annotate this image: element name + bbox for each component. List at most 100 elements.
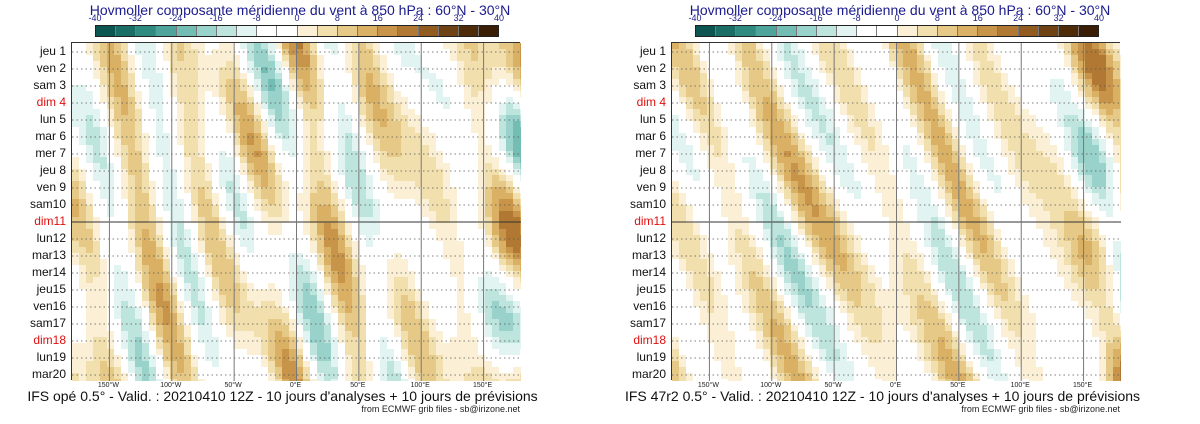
field-cell [394, 109, 401, 115]
field-cell [310, 379, 317, 381]
field-cell [492, 259, 499, 265]
field-cell [324, 133, 331, 139]
field-cell [261, 235, 268, 241]
field-cell [485, 295, 492, 301]
field-cell [289, 301, 296, 307]
field-cell [436, 295, 443, 301]
field-cell [401, 289, 408, 295]
field-cell [959, 103, 966, 109]
field-cell [324, 361, 331, 367]
field-cell [275, 163, 282, 169]
field-cell [72, 193, 79, 199]
field-cell [443, 61, 450, 67]
field-cell [840, 103, 847, 109]
field-cell [917, 85, 924, 91]
field-cell [226, 325, 233, 331]
field-cell [471, 241, 478, 247]
field-cell [485, 319, 492, 325]
field-cell [296, 241, 303, 247]
field-cell [380, 91, 387, 97]
field-cell [142, 55, 149, 61]
field-cell [219, 373, 226, 379]
field-cell [72, 169, 79, 175]
field-cell [1092, 73, 1099, 79]
field-cell [1015, 55, 1022, 61]
field-cell [310, 271, 317, 277]
field-cell [686, 55, 693, 61]
field-cell [924, 145, 931, 151]
field-cell [924, 121, 931, 127]
field-cell [156, 379, 163, 381]
field-cell [401, 175, 408, 181]
field-cell [394, 211, 401, 217]
field-cell [163, 199, 170, 205]
field-cell [380, 265, 387, 271]
field-cell [226, 91, 233, 97]
field-cell [128, 103, 135, 109]
field-cell [366, 85, 373, 91]
field-cell [303, 127, 310, 133]
field-cell [107, 253, 114, 259]
field-cell [86, 343, 93, 349]
field-cell [464, 91, 471, 97]
field-cell [149, 151, 156, 157]
field-cell [380, 373, 387, 379]
field-cell [275, 85, 282, 91]
field-cell [436, 157, 443, 163]
field-cell [240, 199, 247, 205]
field-cell [219, 205, 226, 211]
field-cell [303, 265, 310, 271]
field-cell [93, 97, 100, 103]
field-cell [170, 127, 177, 133]
field-cell [903, 139, 910, 145]
field-cell [261, 181, 268, 187]
field-cell [254, 163, 261, 169]
field-cell [282, 151, 289, 157]
field-cell [492, 157, 499, 163]
field-cell [149, 49, 156, 55]
field-cell [100, 343, 107, 349]
field-cell [282, 217, 289, 223]
field-cell [289, 313, 296, 319]
field-cell [338, 91, 345, 97]
field-cell [966, 73, 973, 79]
field-cell [149, 127, 156, 133]
field-cell [387, 193, 394, 199]
field-cell [338, 229, 345, 235]
field-cell [994, 127, 1001, 133]
field-cell [191, 373, 198, 379]
field-cell [380, 301, 387, 307]
field-cell [952, 67, 959, 73]
field-cell [728, 109, 735, 115]
field-cell [945, 133, 952, 139]
field-cell [938, 55, 945, 61]
field-cell [387, 355, 394, 361]
field-cell [366, 301, 373, 307]
field-cell [366, 169, 373, 175]
field-cell [457, 169, 464, 175]
field-cell [359, 337, 366, 343]
field-cell [763, 85, 770, 91]
field-cell [520, 241, 521, 247]
field-cell [163, 337, 170, 343]
field-cell [261, 259, 268, 265]
field-cell [959, 79, 966, 85]
field-cell [805, 97, 812, 103]
field-cell [464, 211, 471, 217]
field-cell [1057, 127, 1064, 133]
field-cell [345, 163, 352, 169]
field-cell [408, 193, 415, 199]
field-cell [331, 139, 338, 145]
field-cell [679, 61, 686, 67]
field-cell [142, 271, 149, 277]
field-cell [289, 103, 296, 109]
field-cell [471, 97, 478, 103]
field-cell [212, 349, 219, 355]
field-cell [973, 43, 980, 49]
field-cell [721, 103, 728, 109]
field-cell [156, 115, 163, 121]
field-cell [917, 103, 924, 109]
field-cell [79, 331, 86, 337]
field-cell [742, 133, 749, 139]
field-cell [1113, 91, 1120, 97]
